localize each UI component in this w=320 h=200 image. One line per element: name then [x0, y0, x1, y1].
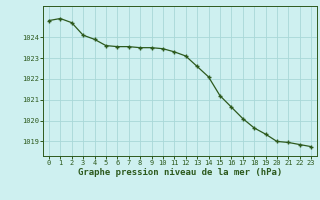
X-axis label: Graphe pression niveau de la mer (hPa): Graphe pression niveau de la mer (hPa)	[78, 168, 282, 177]
